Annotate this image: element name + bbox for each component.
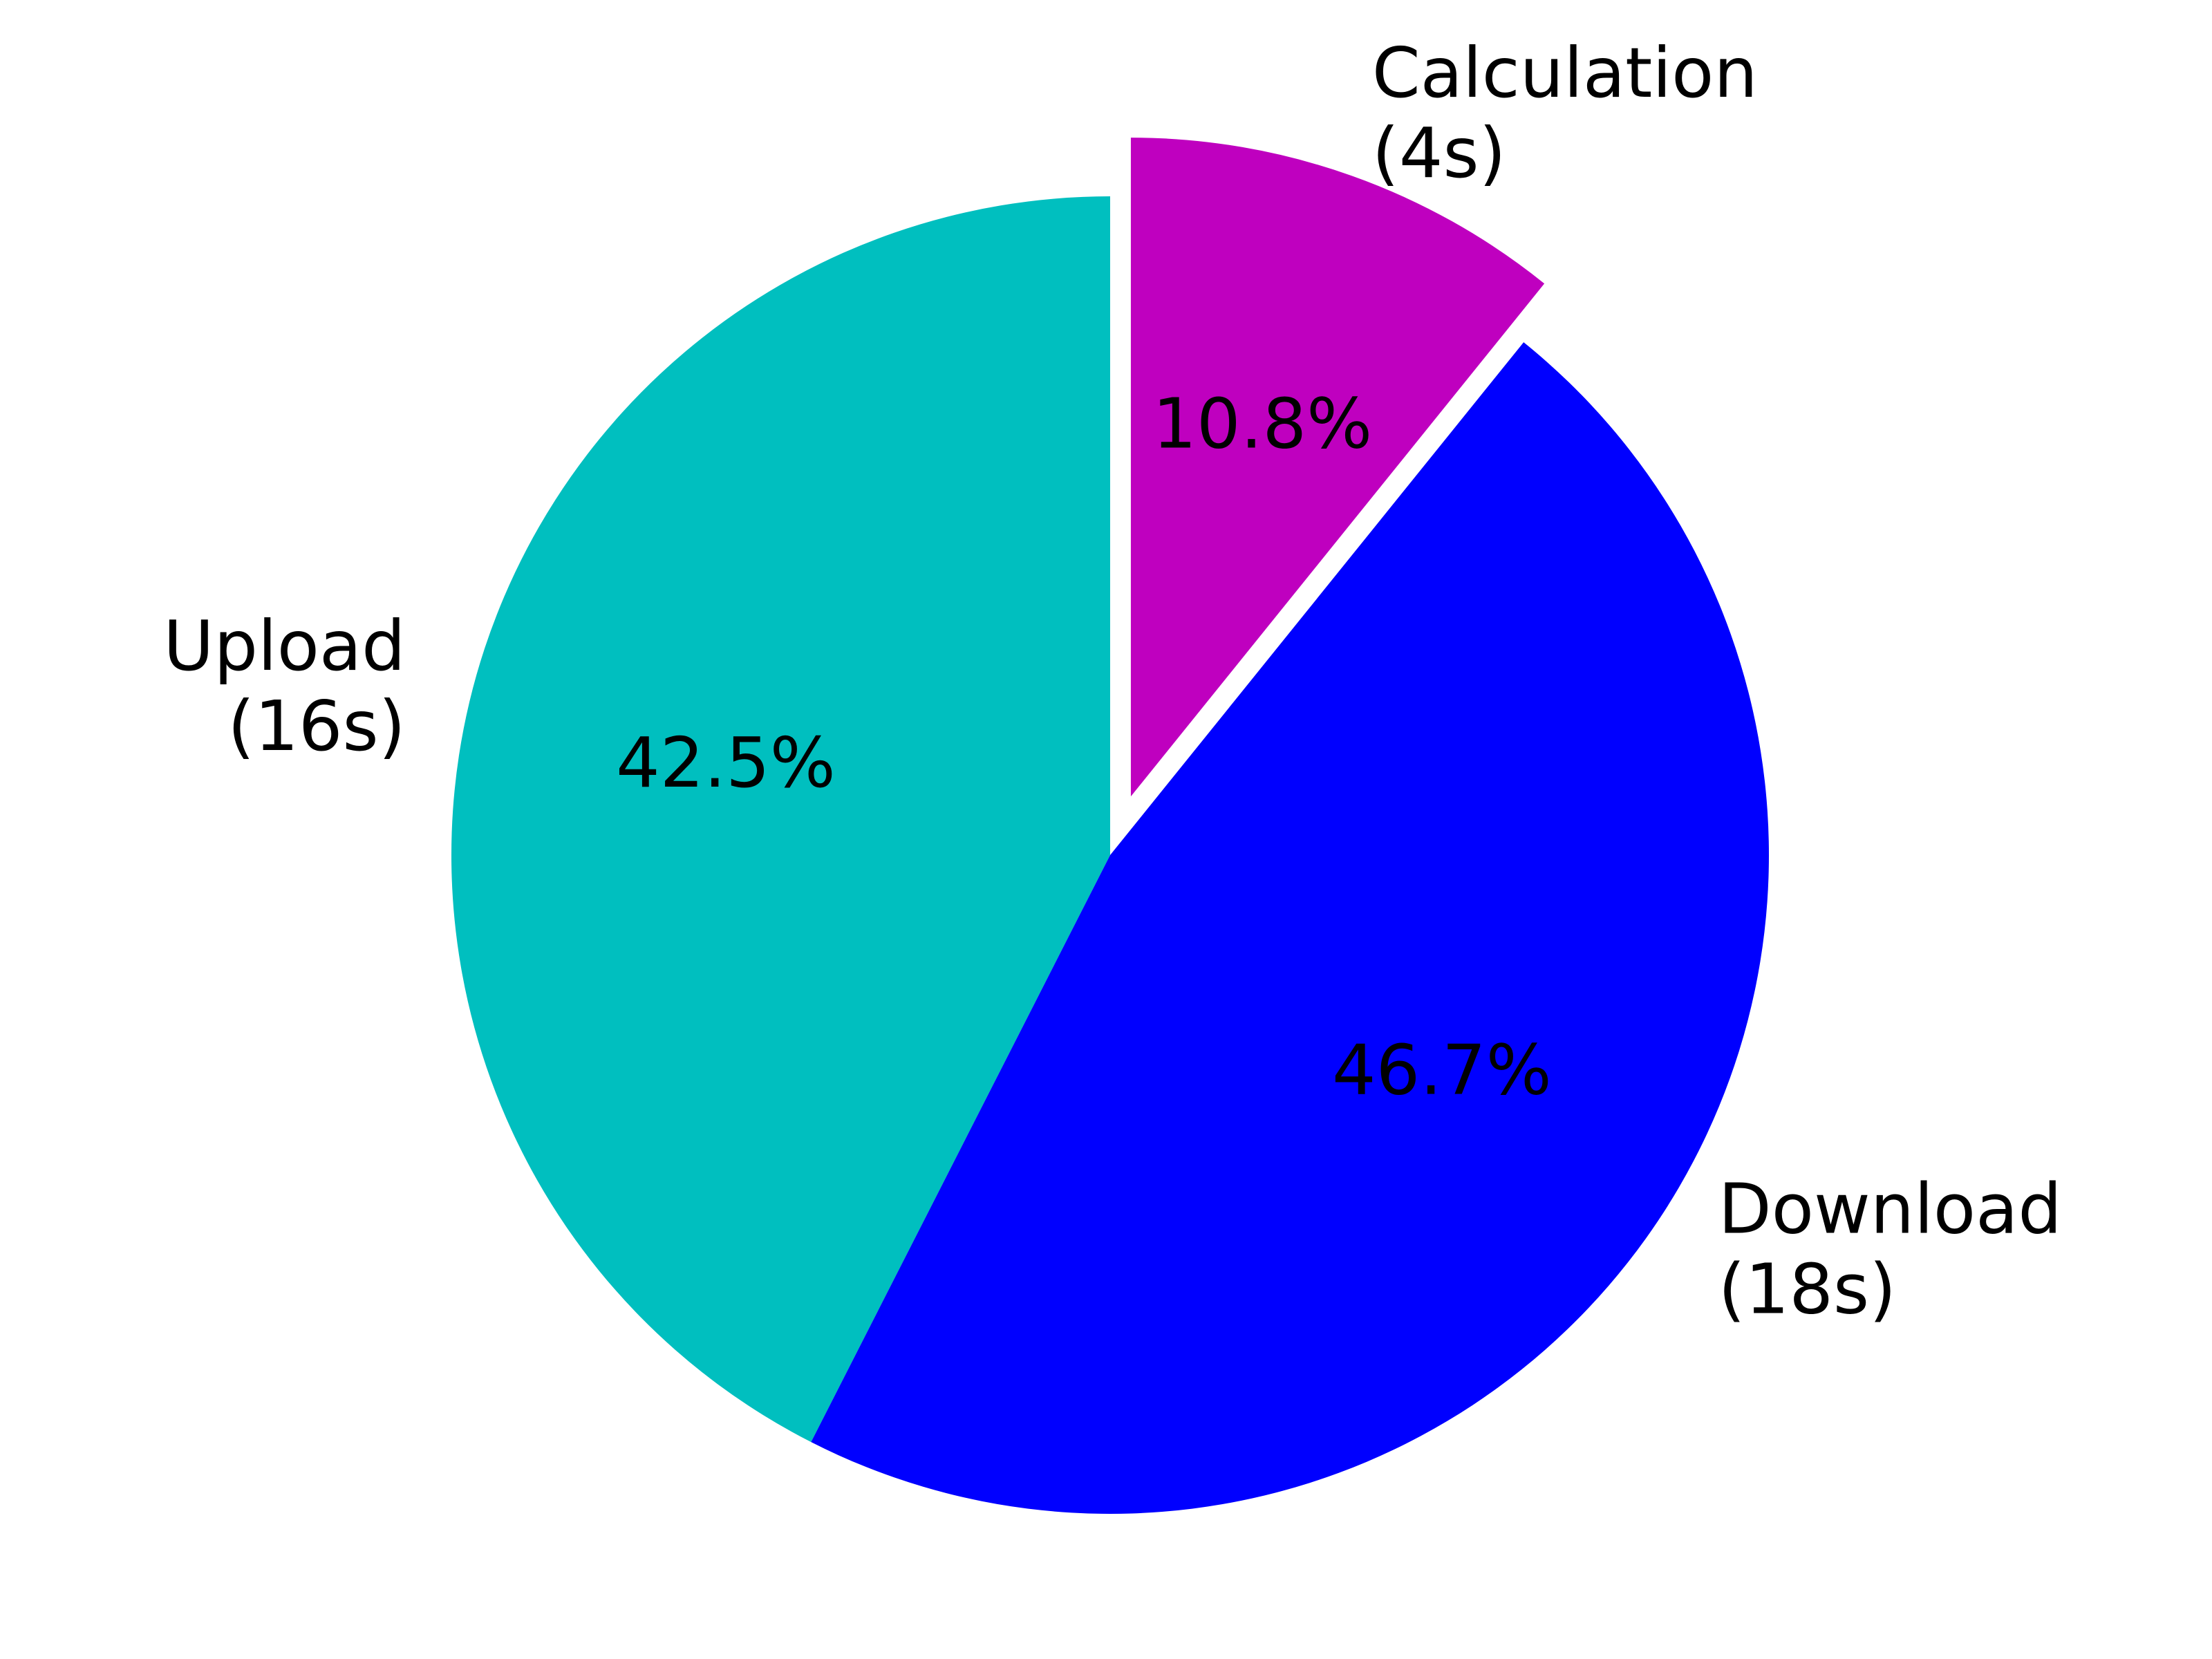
slice-label-upload: Upload (16s) bbox=[163, 606, 405, 767]
slice-label-download: Download (18s) bbox=[1718, 1169, 2062, 1330]
pie-slice-upload bbox=[451, 196, 1110, 1443]
pct-label-download: 46.7% bbox=[1332, 1029, 1552, 1110]
pie-slice-calculation bbox=[1130, 138, 1545, 797]
pct-label-calculation: 10.8% bbox=[1152, 383, 1372, 464]
pct-label-upload: 42.5% bbox=[616, 722, 836, 803]
slice-label-calculation: Calculation (4s) bbox=[1372, 32, 1758, 194]
slice-label-name-calculation: Calculation bbox=[1372, 32, 1758, 113]
pie-slice-download bbox=[811, 342, 1769, 1514]
slice-label-name-upload: Upload bbox=[163, 606, 405, 686]
slice-label-name-download: Download bbox=[1718, 1169, 2062, 1250]
slice-label-time-download: (18s) bbox=[1718, 1249, 1896, 1330]
slice-label-time-calculation: (4s) bbox=[1372, 113, 1506, 194]
slice-label-time-upload: (16s) bbox=[227, 686, 405, 767]
